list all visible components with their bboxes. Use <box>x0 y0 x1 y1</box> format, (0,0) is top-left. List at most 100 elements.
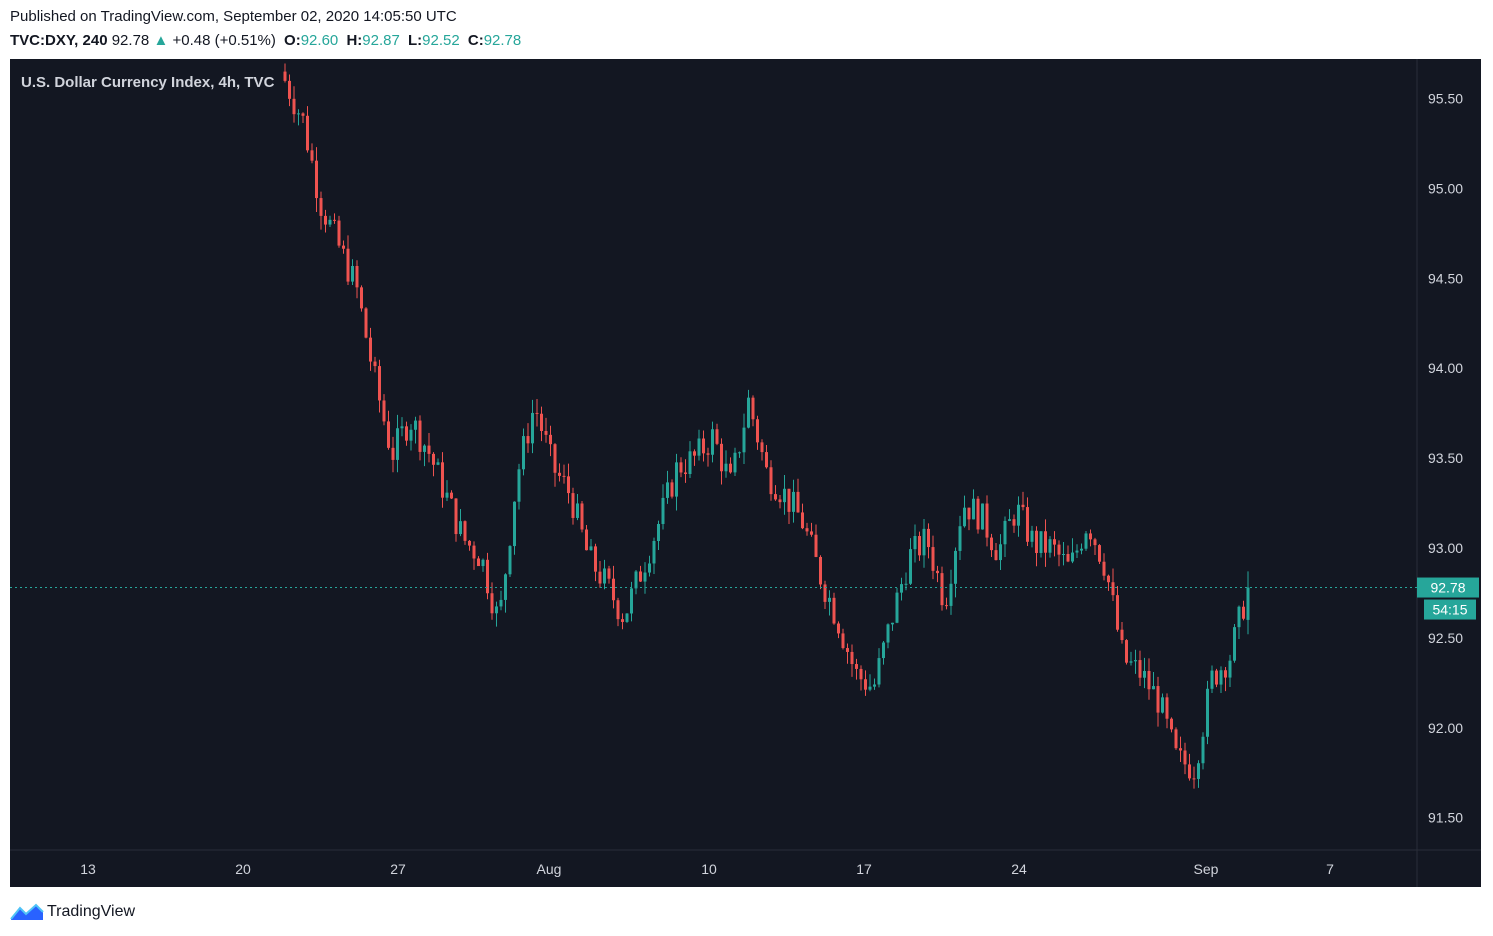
candle <box>697 429 701 461</box>
candle <box>882 641 885 665</box>
candle <box>706 447 710 467</box>
price-tick-label: 91.50 <box>1428 810 1463 826</box>
candle <box>670 479 674 499</box>
candle <box>535 399 539 427</box>
candle <box>580 501 584 533</box>
candles-layer <box>283 63 1250 789</box>
candle <box>1161 693 1164 714</box>
candle <box>981 503 984 530</box>
candle <box>900 577 903 601</box>
candle <box>342 240 345 254</box>
candle <box>589 538 593 551</box>
change-value: +0.48 (+0.51%) <box>172 32 276 49</box>
candle <box>1152 671 1155 690</box>
candle <box>684 459 687 483</box>
candle <box>472 541 476 570</box>
candle <box>1012 514 1016 533</box>
candle <box>400 417 404 437</box>
candle <box>1134 649 1137 674</box>
candle <box>616 597 620 627</box>
candle <box>918 531 921 561</box>
candle <box>1003 516 1007 557</box>
candle <box>985 495 989 547</box>
candle <box>643 562 647 594</box>
candle <box>634 569 638 595</box>
candle <box>585 524 588 551</box>
candle <box>927 523 930 559</box>
candle <box>283 63 287 83</box>
candle <box>661 484 665 530</box>
last-price-value: 92.78 <box>111 32 150 49</box>
candle <box>990 533 993 557</box>
candle <box>688 441 692 478</box>
candle <box>567 463 570 504</box>
candle <box>873 678 876 690</box>
candle <box>328 215 332 228</box>
candle <box>1098 544 1101 565</box>
candle <box>724 450 728 478</box>
candle <box>517 463 521 510</box>
open-value: 92.60 <box>300 32 339 49</box>
symbol-quote-line: TVC:DXY, 240 92.78 ▲ +0.48 (+0.51%) O:92… <box>10 32 521 49</box>
candle <box>1066 545 1070 563</box>
candle <box>508 545 512 577</box>
countdown-label: 54:15 <box>1432 602 1467 618</box>
candle <box>666 470 669 504</box>
candle <box>936 565 939 583</box>
candle <box>1120 622 1124 644</box>
candle <box>1165 693 1169 729</box>
candle <box>1111 568 1115 601</box>
candle <box>823 580 827 610</box>
candle <box>711 421 714 463</box>
candle <box>1057 540 1061 567</box>
candle <box>468 539 471 551</box>
candle <box>702 430 705 462</box>
candle <box>427 433 431 463</box>
candle <box>1192 766 1196 789</box>
symbol-label: TVC:DXY, 240 <box>10 32 108 49</box>
candle <box>648 555 651 577</box>
candle <box>819 555 822 590</box>
candle <box>1044 519 1047 567</box>
price-tick-label: 95.50 <box>1428 91 1463 107</box>
candle <box>1075 544 1079 558</box>
candle <box>801 503 804 530</box>
price-tick-label: 93.50 <box>1428 450 1463 466</box>
candle <box>387 410 390 450</box>
candle <box>513 501 516 555</box>
candle <box>693 449 696 466</box>
candle <box>1188 753 1191 781</box>
candle <box>886 623 890 649</box>
candle <box>1026 497 1029 547</box>
time-tick-label: 17 <box>856 861 872 877</box>
price-tick-label: 92.50 <box>1428 630 1463 646</box>
candle <box>783 474 786 515</box>
candle <box>409 424 413 451</box>
candle <box>733 447 737 476</box>
candle <box>1102 553 1106 581</box>
candle <box>1224 666 1227 692</box>
time-tick-label: Sep <box>1194 861 1219 877</box>
candle <box>603 559 606 590</box>
candle <box>369 327 372 371</box>
candle <box>301 112 305 123</box>
candle <box>1017 496 1020 537</box>
candle <box>1201 732 1205 770</box>
candle <box>909 538 912 585</box>
candle <box>639 565 642 583</box>
candle <box>454 498 458 542</box>
candle <box>846 643 849 664</box>
candle <box>1039 531 1043 558</box>
candle <box>319 191 323 230</box>
candle <box>414 416 417 444</box>
price-tick-label: 94.50 <box>1428 270 1463 286</box>
candle <box>679 457 683 478</box>
close-label: C: <box>467 32 484 49</box>
candle <box>837 621 840 639</box>
candle <box>769 460 773 501</box>
candle <box>778 495 782 509</box>
candle <box>418 415 422 461</box>
candle <box>729 457 732 474</box>
candle <box>364 307 368 339</box>
